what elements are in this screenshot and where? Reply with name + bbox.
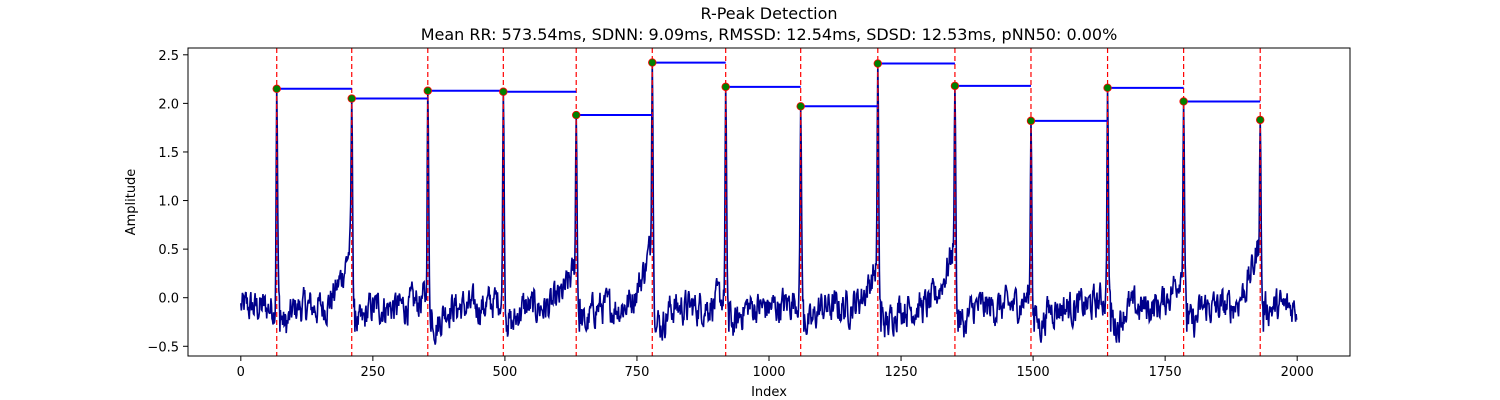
x-tick-label: 500	[492, 365, 517, 380]
peak-marker	[796, 102, 805, 111]
x-axis: 0 250 500 750 1000 1250 1500 1750 2000	[237, 356, 1314, 380]
chart-subtitle: Mean RR: 573.54ms, SDNN: 9.09ms, RMSSD: …	[421, 25, 1118, 44]
peak-marker	[272, 84, 281, 94]
peak-marker	[423, 86, 432, 95]
peak-marker	[721, 82, 730, 92]
peak-marker	[873, 59, 883, 68]
y-axis-label: Amplitude	[124, 169, 139, 236]
plot-area	[240, 48, 1298, 356]
x-tick-label: 250	[360, 365, 385, 380]
y-tick-label: −0.5	[147, 340, 179, 355]
y-tick-label: 2.5	[158, 49, 179, 64]
x-tick-label: 1250	[884, 365, 917, 380]
x-tick-label: 1000	[752, 365, 785, 380]
x-tick-label: 0	[237, 365, 245, 380]
peak-marker	[572, 110, 581, 120]
y-axis: −0.5 0.0 0.5 1.0 1.5 2.0 2.5	[147, 49, 188, 355]
peak-marker	[1256, 115, 1265, 125]
x-tick-label: 1750	[1149, 365, 1182, 380]
y-tick-label: 1.0	[158, 195, 179, 210]
peak-marker	[1179, 97, 1188, 106]
peak-marker	[648, 58, 657, 67]
y-tick-label: 0.5	[158, 243, 179, 258]
signal-line	[240, 62, 1298, 345]
y-tick-label: 0.0	[158, 292, 179, 307]
peak-marker	[499, 87, 508, 96]
x-axis-label: Index	[751, 385, 787, 400]
peak-marker	[950, 81, 960, 91]
peak-marker	[1026, 116, 1036, 126]
y-tick-label: 2.0	[158, 97, 179, 112]
y-tick-label: 1.5	[158, 146, 179, 161]
peak-marker	[347, 94, 356, 103]
x-tick-label: 1500	[1017, 365, 1050, 380]
x-tick-label: 750	[625, 365, 650, 380]
peak-marker	[1103, 83, 1112, 93]
chart-title: R-Peak Detection	[700, 4, 837, 23]
x-tick-label: 2000	[1281, 365, 1314, 380]
